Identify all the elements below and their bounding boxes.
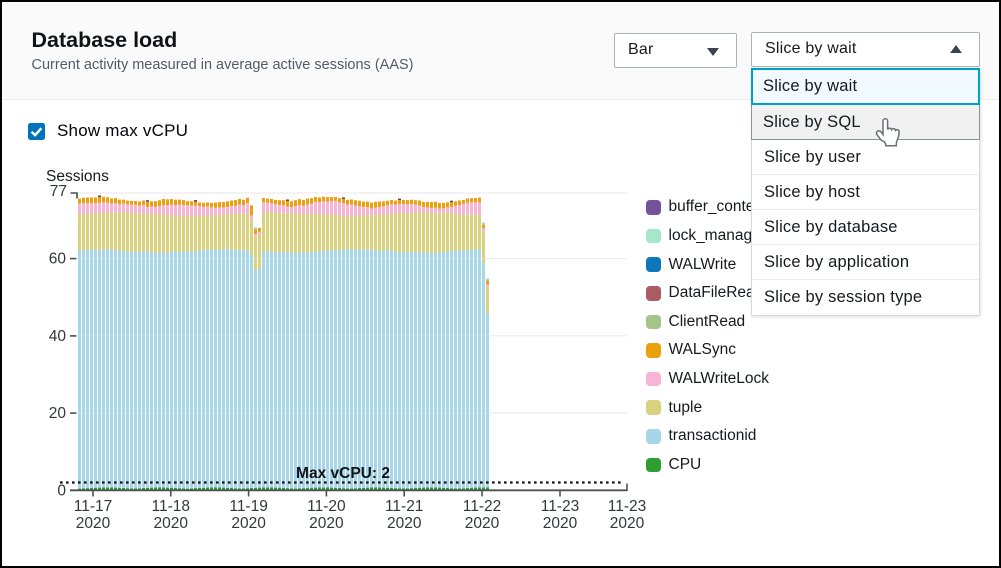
svg-text:11-17: 11-17 [74,498,113,515]
svg-text:11-21: 11-21 [385,498,424,515]
svg-text:11-23: 11-23 [541,498,580,515]
svg-text:11-19: 11-19 [229,498,268,515]
svg-text:2020: 2020 [610,515,645,532]
svg-text:2020: 2020 [387,515,422,532]
svg-text:2020: 2020 [465,515,500,532]
svg-text:40: 40 [49,328,67,345]
svg-text:0: 0 [57,482,66,499]
svg-text:11-18: 11-18 [152,498,191,515]
svg-text:2020: 2020 [309,515,344,532]
svg-text:77: 77 [50,183,67,200]
svg-text:2020: 2020 [231,515,266,532]
svg-text:2020: 2020 [76,515,111,532]
svg-text:11-23: 11-23 [608,498,647,515]
svg-text:Sessions: Sessions [46,168,109,185]
svg-text:20: 20 [49,405,67,422]
svg-text:60: 60 [49,251,67,268]
svg-text:Max vCPU: 2: Max vCPU: 2 [296,465,390,482]
svg-text:2020: 2020 [543,515,578,532]
svg-text:11-20: 11-20 [307,498,346,515]
svg-text:11-22: 11-22 [463,498,502,515]
svg-text:2020: 2020 [154,515,189,532]
